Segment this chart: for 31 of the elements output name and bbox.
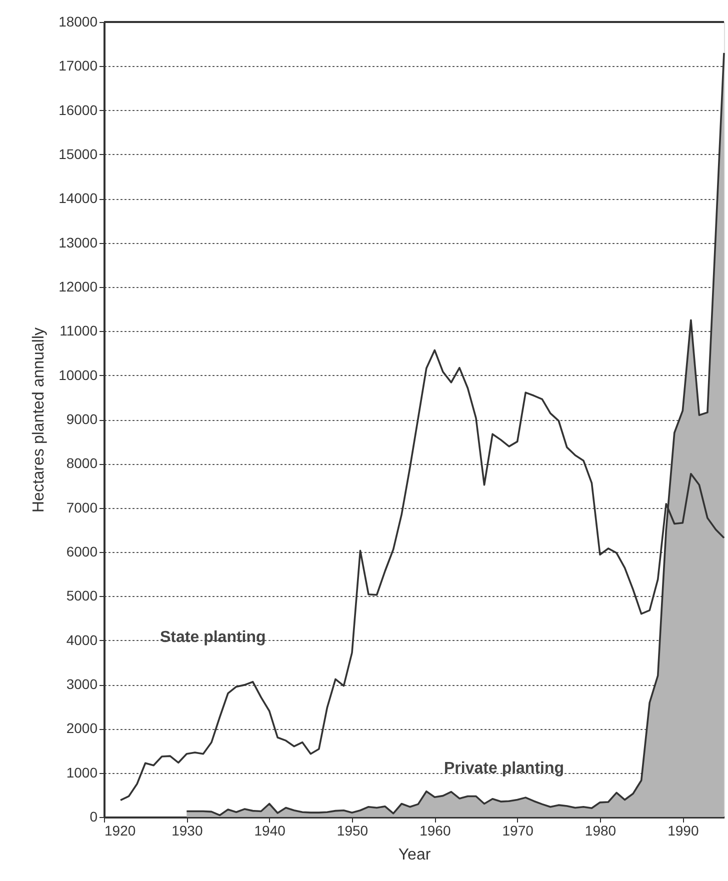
x-tick-label: 1960 xyxy=(420,822,451,838)
text: State planting xyxy=(160,629,266,646)
x-tick-label: 1990 xyxy=(668,822,699,838)
y-tick-label: 12000 xyxy=(58,278,98,294)
y-tick-label: 8000 xyxy=(66,455,98,472)
y-tick-label: 14000 xyxy=(58,190,98,206)
x-axis-title: Year xyxy=(398,846,432,864)
y-tick-label: 3000 xyxy=(66,676,98,692)
x-tick-label: 1950 xyxy=(336,822,368,838)
y-tick-label: 0 xyxy=(90,808,98,824)
y-tick-label: 4000 xyxy=(66,632,98,648)
x-tick-label: 1940 xyxy=(254,822,286,838)
y-tick-label: 10000 xyxy=(58,366,98,383)
y-tick-label: 17000 xyxy=(58,58,98,74)
x-tick-label: 1930 xyxy=(172,822,203,838)
y-axis-title: Hectares planted annually xyxy=(30,327,48,513)
y-tick-label: 16000 xyxy=(58,102,98,118)
y-tick-label: 5000 xyxy=(66,588,98,604)
y-tick-label: 18000 xyxy=(58,14,98,30)
series-label: Private planting xyxy=(444,760,564,777)
y-tick-label: 6000 xyxy=(66,544,98,560)
x-tick-label: 1970 xyxy=(502,822,534,838)
y-tick-label: 11000 xyxy=(60,322,98,339)
y-tick-label: 7000 xyxy=(66,499,98,516)
x-tick-label: 1980 xyxy=(584,822,616,838)
y-tick-label: 2000 xyxy=(66,720,98,736)
y-tick-label: 1000 xyxy=(66,764,98,780)
y-tick-label: 9000 xyxy=(66,411,98,427)
x-tick-label: 1920 xyxy=(104,822,136,838)
y-tick-label: 15000 xyxy=(58,146,98,162)
y-tick-label: 13000 xyxy=(58,234,98,250)
